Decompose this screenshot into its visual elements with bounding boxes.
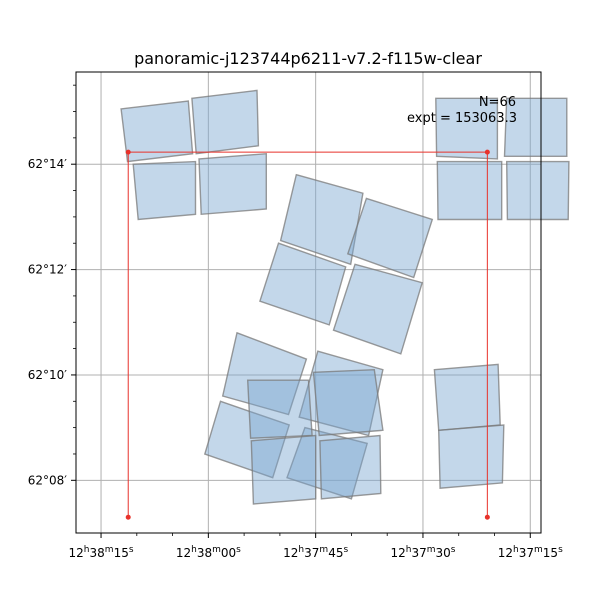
x-tick-label-3: 12h37m30s: [390, 545, 455, 560]
footprint-21: [437, 424, 505, 489]
y-tick-label-1: 62°10′: [28, 368, 68, 382]
footprint-19: [319, 434, 382, 500]
chart-title: panoramic-j123744p6211-v7.2-f115w-clear: [134, 49, 482, 68]
expt-annotation: expt = 153063.3: [407, 111, 517, 126]
x-tick-label-2: 12h37m45s: [283, 545, 348, 560]
x-tick-label-1: 12h38m00s: [176, 545, 241, 560]
box-corner-0: [125, 149, 131, 155]
footprint-5: [503, 97, 568, 158]
box-outline: [127, 151, 488, 518]
box-corner-2: [125, 514, 131, 520]
y-tick-label-2: 62°12′: [28, 263, 68, 277]
footprint-14: [203, 400, 291, 479]
footprint-9: [346, 197, 434, 279]
footprint-0: [120, 100, 194, 163]
box-corner-1: [484, 149, 490, 155]
box-corner-3: [484, 514, 490, 520]
y-tick-label-0: 62°08′: [28, 473, 68, 487]
footprint-11: [332, 263, 424, 355]
footprint-1: [191, 89, 260, 155]
footprint-3: [198, 152, 267, 216]
n-annotation: N=66: [479, 95, 516, 110]
x-tick-label-4: 12h37m15s: [498, 545, 563, 560]
footprint-8: [279, 173, 364, 266]
footprint-2: [132, 160, 197, 221]
y-tick-label-3: 62°14′: [28, 157, 68, 171]
footprints: [120, 89, 570, 505]
footprint-6: [436, 160, 503, 221]
footprint-18: [250, 434, 317, 505]
bounding-box: [125, 149, 490, 520]
plot-frame: [75, 71, 542, 534]
footprint-7: [505, 160, 570, 221]
footprint-17: [312, 368, 384, 437]
x-tick-label-0: 12h38m15s: [69, 545, 134, 560]
footprint-20: [433, 363, 501, 432]
footprint-12: [221, 331, 308, 416]
footprint-10: [259, 242, 347, 326]
grid: [76, 72, 541, 533]
footprint-16: [246, 379, 313, 439]
footprint-4: [435, 97, 499, 160]
